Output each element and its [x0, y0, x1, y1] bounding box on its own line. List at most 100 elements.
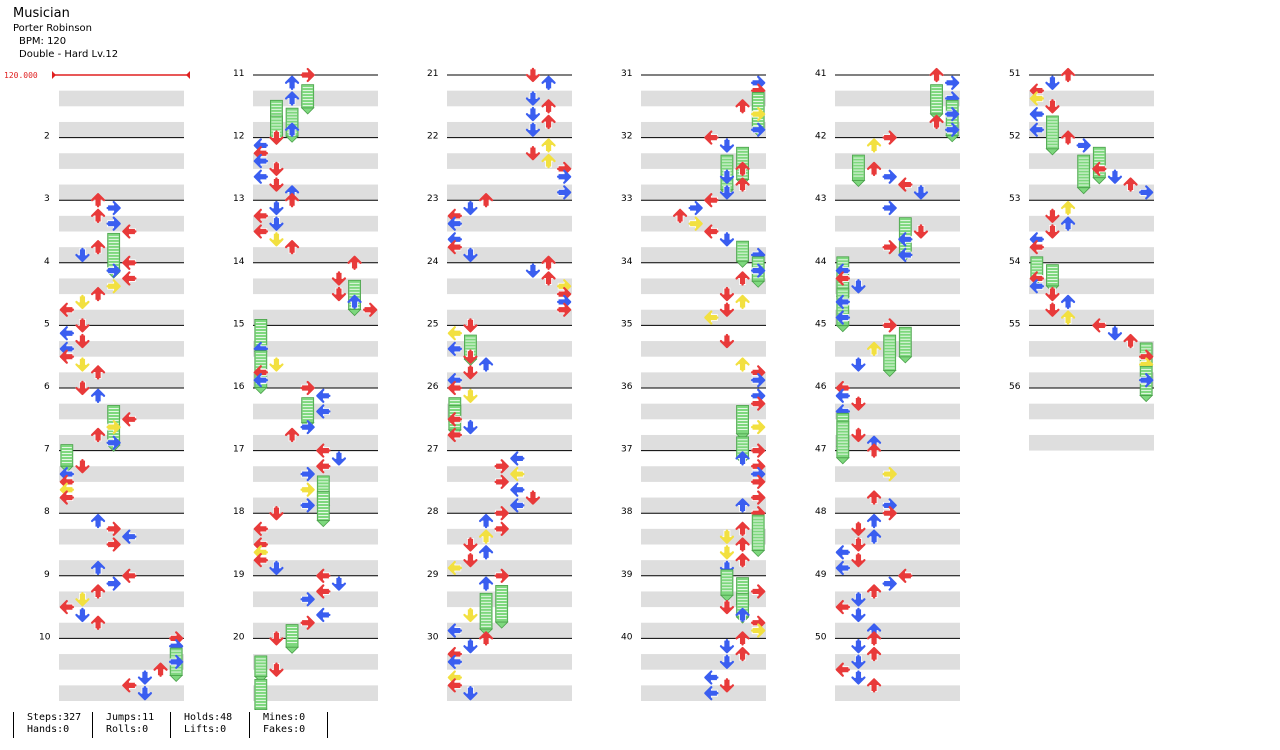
measure-number: 40: [621, 632, 633, 642]
measure-11: [253, 74, 378, 138]
arrow-right-icon: [944, 75, 960, 90]
beat-band: [253, 215, 378, 232]
beat-band: [59, 497, 184, 514]
arrow-right-icon: [882, 130, 897, 145]
arrow-up-icon: [866, 584, 882, 599]
beat-band: [59, 654, 184, 670]
arrow-right-icon: [106, 537, 121, 552]
arrow-down-icon: [851, 396, 866, 411]
measure-45: [835, 324, 960, 388]
arrow-up-icon: [735, 498, 750, 513]
arrow-up-icon: [1123, 177, 1138, 192]
arrow-down-icon: [525, 91, 541, 106]
arrow-left-icon: [1029, 107, 1045, 122]
arrow-right-icon: [300, 482, 315, 497]
arrow-left-icon: [59, 490, 75, 505]
measure-number: 19: [233, 570, 245, 580]
arrow-up-icon: [153, 662, 168, 677]
measure-number: 35: [621, 319, 632, 329]
beat-band: [253, 247, 378, 263]
arrow-right-icon: [494, 474, 509, 489]
beat-band: [641, 341, 766, 357]
arrow-up-icon: [735, 161, 750, 177]
measure-number: 55: [1009, 319, 1020, 329]
measure-54: [1029, 262, 1154, 326]
measure-53: [1029, 199, 1154, 263]
beat-band: [835, 434, 960, 451]
arrow-right-icon: [106, 216, 121, 231]
stat-mines: Mines:0: [263, 712, 306, 723]
arrow-right-icon: [750, 459, 766, 474]
beat-band: [253, 184, 378, 201]
beat-band: [447, 184, 572, 201]
arrow-up-icon: [866, 646, 882, 662]
arrow-down-icon: [525, 490, 541, 505]
arrow-down-icon: [719, 599, 735, 615]
beat-band: [447, 278, 572, 295]
arrow-right-icon: [1076, 138, 1091, 153]
arrow-right-icon: [1138, 373, 1154, 388]
beat-band: [835, 654, 960, 670]
beat-band: [59, 434, 184, 451]
arrow-left-icon: [316, 388, 331, 403]
arrow-left-icon: [447, 326, 463, 341]
measure-50: [835, 637, 960, 701]
arrow-up-icon: [541, 114, 556, 130]
arrow-left-icon: [59, 302, 75, 317]
beat-band: [59, 247, 184, 263]
measure-39: [641, 575, 766, 639]
beat-band: [641, 184, 766, 201]
arrow-left-icon: [122, 271, 137, 286]
beat-band: [641, 153, 766, 169]
measure-40: [641, 637, 766, 701]
arrow-left-icon: [835, 560, 851, 576]
hold-icon: [735, 240, 750, 268]
arrow-up-icon: [90, 208, 106, 224]
beat-band: [1029, 184, 1154, 201]
arrow-up-icon: [1060, 294, 1076, 310]
measure-32: [641, 137, 766, 201]
beat-band: [835, 341, 960, 357]
arrow-down-icon: [719, 678, 735, 693]
arrow-down-icon: [913, 185, 929, 200]
arrow-left-icon: [1092, 318, 1107, 333]
hold-icon: [316, 491, 331, 528]
measure-number: 30: [427, 632, 439, 642]
arrow-left-icon: [835, 388, 851, 403]
measure-14: [253, 262, 378, 326]
arrow-up-icon: [866, 138, 882, 153]
arrow-up-icon: [866, 161, 882, 177]
stat-jumps: Jumps:11: [106, 712, 155, 723]
arrow-up-icon: [90, 513, 106, 529]
measure-22: [447, 137, 572, 201]
arrow-left-icon: [447, 670, 463, 685]
arrow-up-icon: [866, 443, 882, 458]
arrow-up-icon: [735, 271, 750, 286]
beat-band: [253, 685, 378, 701]
beat-band: [835, 528, 960, 545]
arrow-down-icon: [851, 279, 866, 294]
stats-col-mines: Mines:0 Fakes:0: [249, 712, 305, 738]
arrow-up-icon: [284, 193, 300, 208]
arrow-up-icon: [866, 513, 882, 529]
arrow-down-icon: [719, 545, 735, 560]
arrow-left-icon: [122, 678, 137, 693]
measure-30: [447, 637, 572, 701]
arrow-right-icon: [750, 490, 766, 505]
measure-number: 52: [1009, 132, 1020, 142]
arrow-left-icon: [59, 482, 75, 497]
arrow-left-icon: [447, 623, 463, 638]
arrow-up-icon: [1060, 216, 1076, 231]
beat-band: [641, 121, 766, 138]
measure-number: 38: [621, 507, 633, 517]
measure-number: 44: [815, 257, 827, 267]
arrow-up-icon: [541, 271, 556, 286]
arrow-left-icon: [1092, 161, 1107, 176]
measure-2: [59, 137, 184, 201]
arrow-up-icon: [284, 185, 300, 200]
arrow-left-icon: [835, 310, 851, 325]
beat-band: [59, 278, 184, 295]
measure-number: 26: [427, 382, 439, 392]
measure-7: [59, 450, 184, 514]
arrow-down-icon: [137, 670, 153, 685]
